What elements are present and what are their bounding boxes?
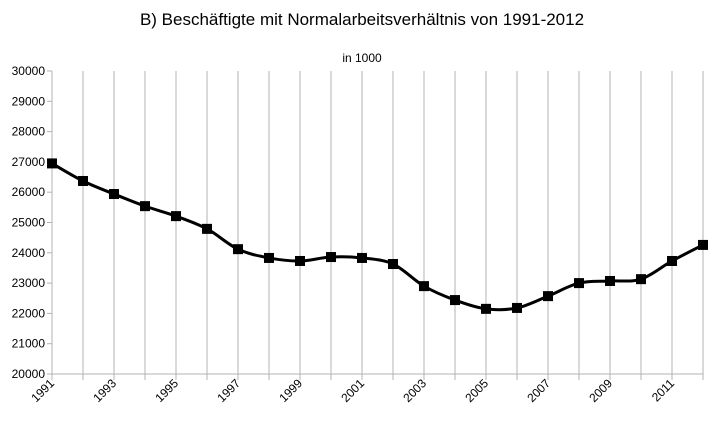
y-tick-label: 29000 [12, 94, 46, 108]
data-point [512, 302, 522, 313]
x-tick-label: 1995 [152, 376, 181, 405]
data-point [419, 281, 429, 292]
data-point [636, 274, 646, 285]
chart-title: B) Beschäftigte mit Normalarbeitsverhält… [140, 10, 584, 29]
data-point [698, 239, 708, 250]
x-tick-label: 2011 [649, 376, 677, 404]
data-point [450, 295, 460, 306]
x-tick-label: 1999 [276, 376, 305, 405]
data-point [295, 255, 305, 266]
x-tick-label: 2003 [400, 376, 429, 405]
y-tick-label: 20000 [12, 367, 46, 381]
data-point [543, 291, 553, 302]
data-point [264, 252, 274, 263]
y-tick-label: 21000 [12, 337, 46, 351]
y-tick-label: 27000 [12, 155, 46, 169]
y-tick-label: 23000 [12, 276, 46, 290]
data-point [481, 303, 491, 314]
data-point [357, 252, 367, 263]
data-point [388, 259, 398, 270]
data-point [202, 223, 212, 234]
y-tick-label: 26000 [12, 185, 46, 199]
y-tick-label: 24000 [12, 246, 46, 260]
data-point [171, 211, 181, 222]
y-tick-label: 30000 [12, 64, 46, 78]
x-tick-label: 2001 [338, 376, 367, 405]
y-tick-label: 22000 [12, 306, 46, 320]
series-line [51, 162, 704, 312]
y-tick-label: 25000 [12, 216, 46, 230]
x-tick-label: 1997 [214, 376, 243, 405]
data-point [78, 175, 88, 186]
data-point [605, 275, 615, 286]
data-point [574, 278, 584, 289]
x-tick-label: 2007 [524, 376, 553, 405]
data-point [109, 189, 119, 200]
y-tick-label: 28000 [12, 125, 46, 139]
data-point [667, 255, 677, 266]
data-point [233, 244, 243, 255]
data-point [326, 252, 336, 263]
chart-subtitle: in 1000 [342, 51, 382, 65]
x-tick-label: 2009 [586, 376, 615, 405]
x-tick-label: 2005 [462, 376, 491, 405]
data-point [140, 201, 150, 212]
data-point [47, 158, 57, 169]
x-tick-label: 1993 [90, 376, 119, 405]
